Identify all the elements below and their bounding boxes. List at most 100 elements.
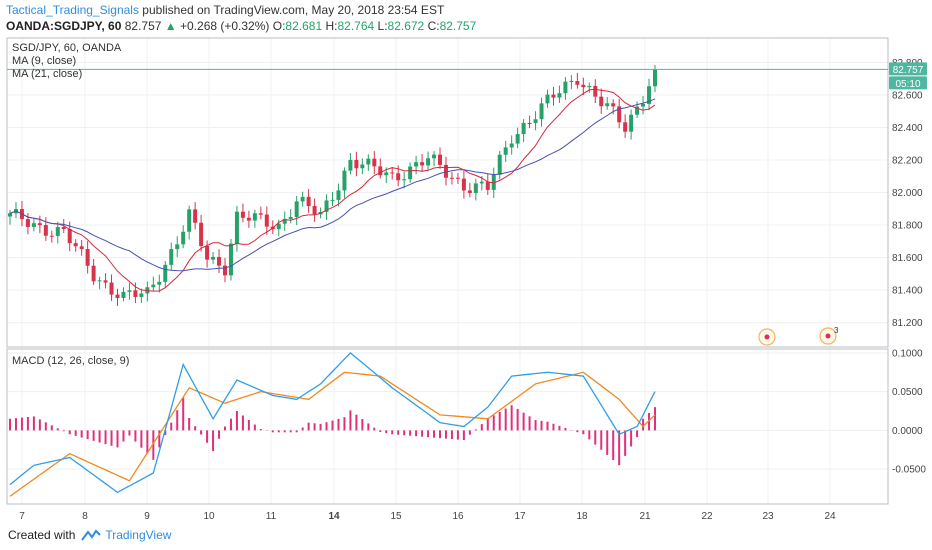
- candle-body: [623, 122, 628, 132]
- candle-body: [563, 81, 568, 94]
- symbol-label: OANDA:SGDJPY, 60: [6, 19, 122, 33]
- candle-body: [228, 243, 233, 276]
- candle-body: [617, 106, 622, 123]
- close-value: 82.757: [439, 19, 477, 33]
- candle-body: [133, 290, 138, 297]
- tradingview-logo-icon: [81, 529, 102, 541]
- main-legend-symbol: SGD/JPY, 60, OANDA: [12, 42, 122, 54]
- x-tick-label: 14: [328, 511, 340, 522]
- candle-body: [348, 159, 353, 171]
- candle-body: [438, 154, 442, 165]
- candle-body: [43, 225, 48, 236]
- price-tick-label: 82.600: [892, 90, 923, 101]
- x-tick-label: 10: [203, 511, 215, 522]
- x-tick-label: 7: [19, 511, 25, 522]
- countdown-badge: [889, 76, 927, 90]
- x-tick-label: 16: [452, 511, 464, 522]
- tradingview-brand: TradingView: [105, 528, 172, 542]
- event-count-badge: 3: [834, 326, 839, 335]
- candle-body: [575, 81, 580, 85]
- close-label: C:: [427, 19, 440, 33]
- candle-body: [402, 179, 407, 181]
- price-change: +0.268 (+0.32%): [180, 19, 270, 33]
- candle-body: [31, 223, 36, 227]
- ma21-line: [9, 98, 656, 272]
- macd-tick-label: 0.1000: [892, 348, 923, 359]
- candle-body: [503, 147, 508, 155]
- price-tick-label: 81.200: [892, 318, 923, 329]
- candle-body: [234, 211, 239, 244]
- author-link[interactable]: Tactical_Trading_Signals: [6, 3, 139, 17]
- macd-tick-label: 0.0500: [892, 387, 923, 398]
- candle-body: [605, 103, 610, 107]
- candle-body: [139, 293, 144, 297]
- candle-body: [635, 106, 640, 115]
- low-label: L:: [377, 19, 388, 33]
- candle-body: [85, 249, 90, 266]
- candle-body: [276, 223, 281, 230]
- candle-body: [223, 265, 227, 276]
- candle-body: [67, 228, 72, 244]
- x-tick-label: 11: [266, 511, 277, 522]
- candle-body: [551, 94, 556, 98]
- high-value: 82.764: [337, 19, 375, 33]
- x-tick-label: 24: [824, 511, 836, 522]
- candle-body: [449, 177, 454, 179]
- candle-body: [473, 183, 478, 193]
- candle-body: [384, 172, 389, 176]
- main-legend-ma9: MA (9, close): [12, 55, 76, 67]
- candle-body: [485, 181, 490, 190]
- candle-body: [55, 227, 60, 236]
- event-marker-dot: [764, 334, 770, 340]
- up-arrow-icon: ▲: [164, 19, 177, 33]
- open-label: O:: [272, 19, 286, 33]
- candle-body: [599, 96, 604, 107]
- price-tick-label: 81.600: [892, 253, 923, 264]
- candle-body: [97, 280, 102, 282]
- candle-body: [73, 243, 78, 247]
- candle-body: [294, 201, 299, 217]
- x-tick-label: 21: [639, 511, 651, 522]
- candle-body: [312, 205, 317, 215]
- macd-legend: MACD (12, 26, close, 9): [12, 355, 129, 367]
- candle-body: [342, 170, 347, 191]
- candle-body: [593, 85, 598, 97]
- candle-body: [461, 178, 466, 191]
- candle-body: [396, 173, 401, 181]
- event-marker-dot: [825, 333, 831, 339]
- candle-body: [37, 223, 42, 226]
- candle-body: [109, 282, 114, 295]
- candle-body: [641, 103, 646, 107]
- tradingview-link[interactable]: TradingView: [81, 528, 171, 542]
- candle-body: [509, 143, 514, 148]
- candle-body: [193, 209, 198, 223]
- x-tick-label: 8: [82, 511, 88, 522]
- candle-body: [629, 114, 634, 132]
- candle-body: [175, 244, 180, 250]
- candle-body: [187, 209, 192, 232]
- candle-body: [581, 84, 586, 88]
- candle-body: [246, 217, 251, 221]
- candle-body: [491, 174, 496, 190]
- candle-body: [252, 213, 257, 221]
- price-tick-label: 81.400: [892, 286, 923, 297]
- macd-pane-frame: [6, 348, 889, 505]
- candle-body: [432, 154, 437, 159]
- candle-body: [420, 162, 425, 166]
- x-tick-label: 9: [144, 511, 150, 522]
- candle-body: [157, 281, 162, 285]
- macd-tick-label: 0.0000: [892, 426, 923, 437]
- last-price-badge-text: 82.757: [893, 65, 924, 76]
- candle-body: [521, 122, 526, 135]
- candle-body: [515, 134, 520, 144]
- candle-body: [240, 211, 245, 218]
- signal-line: [9, 371, 656, 497]
- x-tick-label: 15: [390, 511, 402, 522]
- candle-body: [306, 196, 311, 206]
- candle-body: [569, 81, 574, 83]
- candle-body: [300, 196, 305, 202]
- candle-body: [479, 181, 484, 184]
- candle-body: [354, 159, 359, 169]
- candle-body: [366, 158, 371, 165]
